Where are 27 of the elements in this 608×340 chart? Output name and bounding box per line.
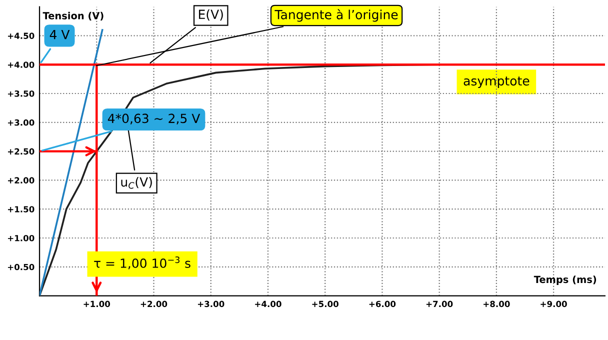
y-tick-label: +0.50 [8,264,34,270]
x-tick-label: +7.00 [426,300,453,308]
x-tick-label: +1.00 [84,300,110,308]
y-axis-title: Tension (V) [42,12,104,21]
y-tick-label: +4.00 [8,62,34,68]
x-tick-label: +2.00 [140,300,168,308]
text: Tangente à l’origine [274,9,398,22]
x-tick-label: +4.00 [255,300,282,308]
annotation: 4 V [50,30,70,40]
y-tick-label: +3.00 [8,119,34,126]
y-tick-label: +4.50 [8,32,34,39]
x-axis-title: Temps (ms) [534,276,596,285]
y-tick-label: +2.50 [8,148,34,155]
x-tick-label: +6.00 [369,300,396,308]
y-tick-label: +1.50 [8,206,34,212]
annotation: 4*0,63 ~ 2,5 V [108,114,200,124]
y-tick-label: +1.00 [8,234,34,242]
x-tick-label: +8.00 [484,300,510,308]
annotation: asymptote [464,76,530,88]
text: u$_{C}$(V) [121,177,152,189]
text: E(V) [198,9,223,21]
y-tick-label: +2.00 [8,177,34,184]
x-tick-label: +3.00 [198,300,224,308]
x-tick-label: +9.00 [540,300,567,308]
x-tick-label: +5.00 [312,300,338,308]
y-tick-label: +3.50 [8,90,34,97]
annotation: τ = 1,00 10$^{−3}$ s [94,256,190,270]
